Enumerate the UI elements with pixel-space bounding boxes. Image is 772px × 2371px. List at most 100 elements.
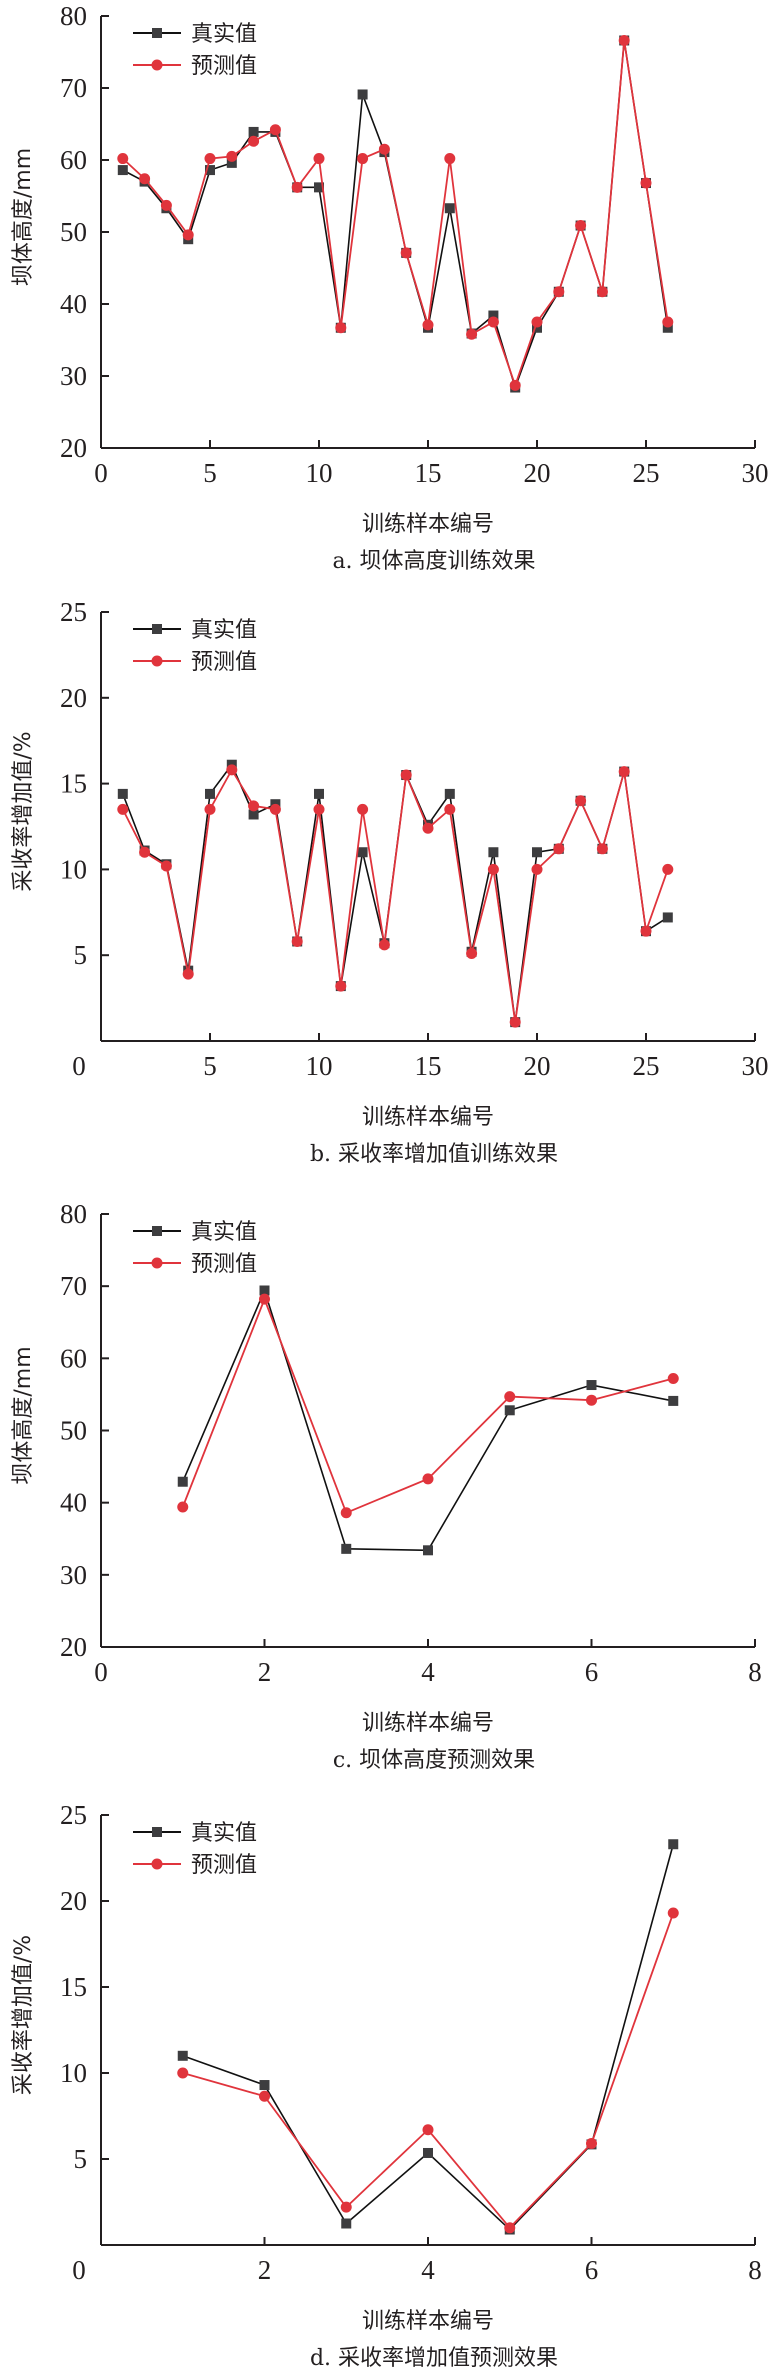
chart-caption: b. 采收率增加值训练效果	[310, 1142, 558, 1167]
series-real	[177, 1839, 679, 2235]
data-point-predicted	[248, 135, 260, 147]
series-predicted	[177, 1907, 679, 2234]
x-tick-label: 5	[203, 1051, 217, 1081]
data-point-real	[117, 788, 128, 799]
data-point-real	[504, 1405, 515, 1416]
data-point-predicted	[177, 1501, 189, 1513]
y-tick-label: 60	[60, 145, 87, 175]
x-tick-label: 6	[585, 2255, 599, 2285]
x-tick-label: 0	[94, 458, 108, 488]
data-point-predicted	[422, 822, 434, 834]
series-line	[182, 1844, 675, 2231]
series-line	[122, 40, 669, 389]
data-point-predicted	[422, 319, 434, 331]
data-point-predicted	[466, 947, 478, 959]
data-point-predicted	[422, 1473, 434, 1485]
legend-label: 真实值	[191, 618, 257, 643]
data-point-predicted	[291, 181, 303, 193]
y-tick-label: 15	[60, 769, 87, 799]
series-predicted	[177, 1293, 679, 1519]
chart-c: 20 30 40 50 60 70 80 0 2 4 6 8 训练样本编号 坝体高度/mm c. 坝体高度预…	[11, 1199, 762, 1773]
legend-label: 预测值	[191, 1252, 257, 1277]
x-axis-title: 训练样本编号	[362, 1105, 494, 1130]
series-real	[177, 1285, 679, 1556]
data-point-predicted	[466, 328, 478, 340]
legend-item-real: 真实值	[133, 1821, 257, 1846]
legend-circle-marker	[151, 59, 163, 71]
legend-square-marker	[152, 1827, 162, 1837]
data-point-predicted	[117, 153, 129, 165]
x-tick-label: 6	[585, 1657, 599, 1687]
data-point-predicted	[269, 124, 281, 136]
y-tick-label: 70	[60, 73, 87, 103]
data-point-predicted	[509, 1016, 521, 1028]
data-point-real	[532, 322, 542, 333]
series-line	[122, 40, 669, 391]
y-tick-label: 20	[60, 1886, 87, 1916]
chart-caption: a. 坝体高度训练效果	[332, 549, 535, 574]
y-tick-label: 5	[74, 940, 88, 970]
x-tick-label: 25	[633, 1051, 660, 1081]
data-point-predicted	[313, 803, 325, 815]
data-point-real	[488, 847, 499, 858]
legend-label: 真实值	[191, 1220, 257, 1245]
data-point-predicted	[400, 769, 412, 781]
data-point-predicted	[444, 153, 456, 165]
data-point-real	[444, 788, 455, 799]
data-point-predicted	[139, 173, 151, 185]
data-point-predicted	[204, 803, 216, 815]
data-point-predicted	[340, 1507, 352, 1519]
series-line	[122, 763, 669, 1023]
legend-circle-marker	[151, 1858, 163, 1870]
x-axis-title: 训练样本编号	[362, 1711, 494, 1736]
series-predicted	[117, 34, 674, 391]
data-point-predicted	[596, 286, 608, 298]
data-point-real	[248, 809, 259, 820]
data-point-predicted	[596, 843, 608, 855]
data-point-real	[668, 1395, 679, 1406]
x-tick-label: 8	[748, 1657, 762, 1687]
data-point-predicted	[226, 150, 238, 162]
chart-a: 20 30 40 50 60 70 80 0 5 10 15 20 25 30 训练样本编号 坝体高度/mm a…	[11, 1, 769, 574]
legend-label: 真实值	[191, 22, 257, 47]
legend-circle-marker	[151, 1257, 163, 1269]
x-tick-label: 20	[524, 1051, 551, 1081]
x-tick-label: 4	[421, 1657, 435, 1687]
chart-caption: d. 采收率增加值预测效果	[310, 2346, 558, 2371]
data-point-real	[423, 2147, 433, 2158]
data-point-real	[205, 165, 215, 176]
x-axis-title: 训练样本编号	[362, 2309, 494, 2334]
data-point-predicted	[504, 1391, 516, 1403]
y-tick-label: 25	[60, 1800, 87, 1830]
y-axis-title: 采收率增加值/%	[11, 1935, 36, 2095]
x-tick-label: 15	[415, 1051, 442, 1081]
x-tick-label: 25	[633, 458, 660, 488]
data-point-predicted	[444, 803, 456, 815]
data-point-predicted	[177, 2067, 189, 2079]
legend-circle-marker	[151, 655, 163, 667]
data-point-predicted	[531, 316, 543, 328]
y-tick-label: 60	[60, 1343, 87, 1373]
data-point-predicted	[531, 863, 543, 875]
x-tick-label: 2	[258, 1657, 272, 1687]
legend-item-predicted: 预测值	[133, 650, 257, 675]
y-axis-title: 坝体高度/mm	[11, 1346, 36, 1484]
data-point-real	[177, 2050, 188, 2061]
data-point-real	[341, 2218, 352, 2229]
x-tick-label: 0	[94, 1657, 108, 1687]
data-point-predicted	[586, 2138, 597, 2150]
data-point-predicted	[182, 968, 194, 980]
data-point-real	[259, 1285, 270, 1296]
data-point-predicted	[248, 800, 260, 812]
legend-square-marker	[152, 1226, 162, 1236]
data-point-predicted	[313, 153, 325, 165]
legend-item-predicted: 预测值	[133, 1853, 257, 1878]
data-point-predicted	[504, 2222, 516, 2234]
data-point-predicted	[640, 925, 652, 937]
legend-label: 真实值	[191, 1821, 257, 1846]
data-point-predicted	[575, 795, 587, 807]
data-point-predicted	[269, 803, 281, 815]
